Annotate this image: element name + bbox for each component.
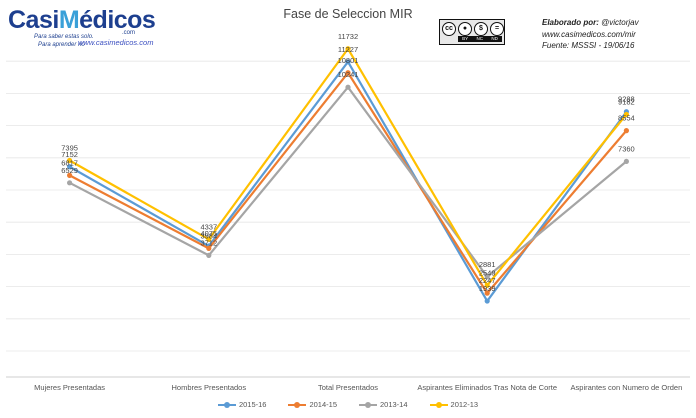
logo-domain: .com	[122, 30, 136, 36]
data-label: 2881	[479, 260, 496, 269]
legend-item: 2015-16	[217, 400, 267, 409]
chart-title: Fase de Seleccion MIR	[283, 7, 413, 21]
legend-swatch	[217, 401, 236, 409]
x-tick-label: Aspirantes con Numero de Orden	[571, 383, 683, 392]
data-labels: 7152 4075 11227 1939 9288 6817 3984 10801 2247 85…	[61, 32, 634, 293]
license-label-nd: ND	[491, 36, 498, 41]
data-label: 10241	[338, 70, 359, 79]
data-label: 6529	[61, 166, 78, 175]
data-label: 8554	[618, 114, 635, 123]
series-lines	[67, 46, 630, 304]
gridlines	[6, 60, 690, 378]
license-labels: BY NC ND	[458, 36, 502, 42]
license-badge: cc ● $ = BY NC ND	[439, 19, 505, 45]
data-label: 9288	[618, 95, 635, 104]
data-label: 1939	[479, 284, 496, 293]
credits-site[interactable]: www.casimedicos.com/mir	[542, 29, 636, 39]
data-point	[345, 59, 351, 65]
legend-label: 2015-16	[238, 400, 267, 409]
data-point	[67, 180, 73, 186]
credits-author: @victorjav	[601, 18, 639, 27]
logo-suffix: édicos	[79, 6, 156, 34]
attribution-icon: ●	[458, 22, 472, 36]
data-label: 7360	[618, 144, 635, 153]
logo-prefix: Casi	[8, 6, 59, 34]
data-label: 9182	[618, 97, 635, 106]
data-point	[484, 298, 490, 304]
legend-label: 2014-15	[309, 400, 337, 409]
data-label: 4337	[200, 222, 217, 231]
data-point	[206, 236, 212, 242]
data-label: 7395	[61, 144, 78, 153]
data-point	[484, 282, 490, 288]
data-label: 7152	[61, 150, 78, 159]
series-line-2015-16	[69, 60, 628, 303]
legend-item: 2012-13	[429, 400, 479, 409]
legend-swatch	[288, 401, 307, 409]
data-point	[623, 111, 630, 118]
series-line-2012-13	[69, 47, 628, 287]
data-point	[623, 158, 630, 165]
legend-label: 2012-13	[450, 400, 479, 409]
logo-url[interactable]: www.casimedicos.com	[78, 38, 154, 47]
data-point	[345, 84, 351, 90]
data-label: 6817	[61, 158, 78, 167]
legend: 2015-16 2014-15 2013-14 2012-13	[0, 400, 696, 409]
data-point	[484, 274, 490, 280]
x-tick-label: Total Presentados	[318, 383, 378, 392]
data-point	[67, 157, 73, 164]
data-point	[345, 46, 351, 52]
data-point	[345, 70, 351, 76]
logo-tagline-1: Para saber estas solo.	[34, 34, 94, 40]
x-axis: Mujeres Presentadas Hombres Presentados To…	[34, 383, 682, 392]
data-label: 10801	[338, 56, 359, 65]
series-line-2014-15	[69, 71, 628, 295]
data-point	[623, 128, 630, 134]
license-label-nc: NC	[476, 36, 484, 41]
data-label: 11732	[338, 32, 358, 41]
noncommercial-icon: $	[474, 22, 488, 36]
series-line-2013-14	[69, 86, 628, 278]
legend-swatch	[359, 401, 377, 409]
data-point	[206, 245, 212, 251]
data-label: 2247	[479, 276, 496, 285]
noderivatives-icon: =	[490, 22, 504, 36]
data-point	[484, 290, 490, 296]
logo-wordmark: CasiMédicos	[8, 6, 156, 35]
legend-swatch	[429, 401, 448, 409]
credits-block: Elaborado por: @victorjav www.casimedico…	[542, 17, 639, 52]
data-label: 3984	[200, 231, 217, 240]
data-label: 11227	[338, 45, 358, 54]
casimedicos-logo: CasiMédicos .com Para saber estas solo. …	[4, 4, 156, 54]
data-point	[67, 164, 73, 170]
credits-lead: Elaborado por:	[542, 18, 599, 27]
data-label: 4075	[200, 229, 217, 238]
data-point	[206, 252, 212, 258]
x-tick-label: Hombres Presentados	[171, 383, 246, 392]
x-tick-label: Mujeres Presentadas	[34, 383, 105, 392]
credits-source: Fuente: MSSSI - 19/06/16	[542, 41, 635, 50]
data-point	[67, 172, 73, 178]
creative-commons-icon: cc	[442, 22, 456, 36]
logo-tagline-2: Para aprender no	[38, 42, 85, 48]
legend-item: 2013-14	[359, 400, 408, 409]
data-label: 2549	[479, 268, 496, 277]
legend-item: 2014-15	[288, 400, 337, 409]
logo-highlight: M	[58, 6, 80, 34]
legend-label: 2013-14	[380, 400, 408, 409]
x-tick-label: Aspirantes Eliminados Tras Nota de Corte	[417, 383, 557, 392]
license-label-by: BY	[462, 36, 469, 41]
data-label: 3712	[200, 238, 217, 247]
